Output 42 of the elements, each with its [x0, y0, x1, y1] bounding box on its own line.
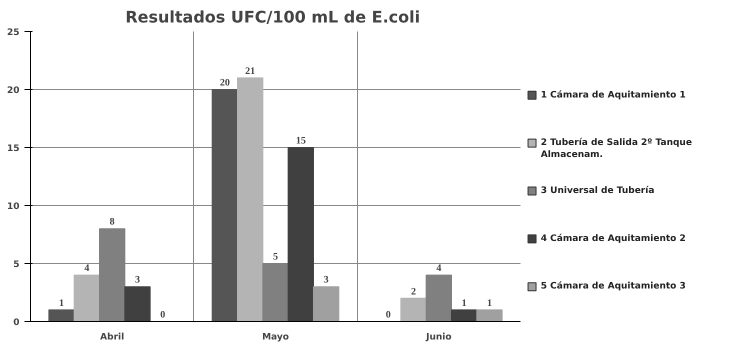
bar: [212, 89, 238, 322]
data-label: 3: [134, 274, 140, 286]
bar: [262, 263, 289, 322]
bar: [74, 274, 100, 322]
bar: [400, 298, 427, 322]
y-tick-label: 20: [6, 86, 20, 96]
legend-label: 2 Tubería de Salida 2º Tanque Almacenam.: [540, 137, 692, 160]
x-tick-label: Mayo: [262, 332, 289, 342]
legend-label: 5 Cámara de Aquitamiento 3: [540, 280, 686, 292]
y-tick-label: 15: [6, 144, 20, 154]
bar: [312, 286, 340, 322]
data-label: 2: [411, 286, 416, 298]
data-label: 21: [245, 66, 256, 77]
data-label: 0: [386, 310, 391, 320]
data-label: 1: [59, 298, 64, 309]
bar: [237, 77, 264, 322]
data-label: 0: [160, 310, 166, 320]
bar: [288, 147, 314, 322]
bar: [476, 309, 503, 322]
bar: [426, 274, 452, 322]
data-label: 4: [436, 263, 442, 274]
data-label: 15: [296, 136, 306, 146]
data-label: 4: [84, 263, 90, 274]
bar: [48, 309, 75, 322]
x-tick-label: Abril: [100, 332, 124, 342]
data-label: 20: [220, 78, 230, 88]
legend-label: 3 Universal de Tubería: [540, 185, 654, 196]
data-label: 5: [273, 252, 278, 262]
data-label: 1: [486, 298, 492, 309]
bar: [124, 286, 151, 322]
y-tick-label: 10: [6, 202, 20, 212]
bar: [450, 309, 478, 322]
legend-label: 4 Cámara de Aquitamiento 2: [540, 232, 686, 244]
data-label: 3: [324, 274, 329, 286]
y-tick-label: 5: [13, 260, 20, 270]
chart-title: Resultados UFC/100 mL de E.coli: [125, 8, 420, 26]
x-tick-label: Junio: [425, 332, 452, 342]
y-tick-label: 0: [13, 318, 20, 328]
legend-label: 1 Cámara de Aquitamiento 1: [540, 89, 686, 100]
y-tick-label: 25: [6, 28, 20, 38]
data-label: 1: [462, 298, 467, 309]
data-label: 8: [110, 216, 115, 228]
